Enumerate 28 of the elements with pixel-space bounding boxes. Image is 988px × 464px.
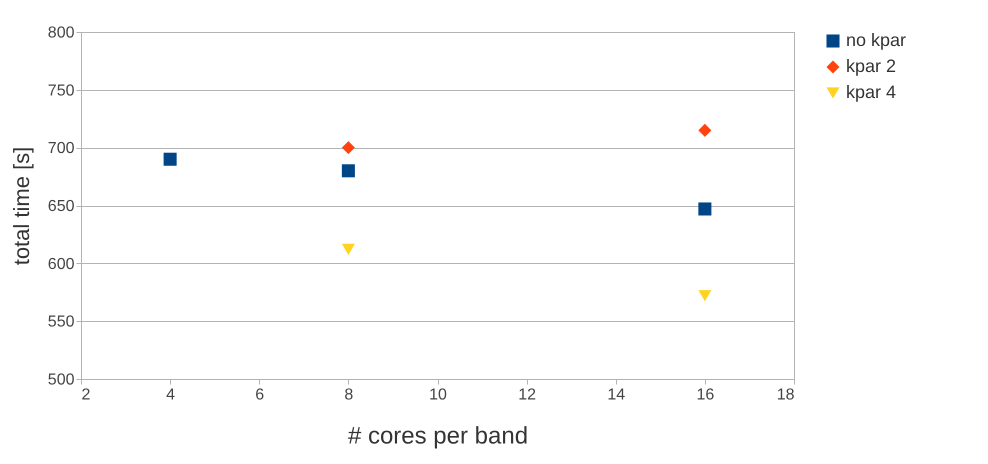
point [698, 290, 712, 302]
x-tick-label: 2 [82, 386, 90, 404]
y-tick-label: 600 [48, 256, 75, 273]
y-tick-label: 550 [48, 314, 75, 331]
y-axis-title: total time [s] [8, 146, 34, 266]
point [698, 124, 712, 137]
x-tick-label: 12 [518, 386, 536, 404]
y-tick-label: 700 [48, 140, 75, 158]
legend-label: kpar 2 [846, 56, 896, 76]
point [342, 244, 355, 256]
x-tick-label: 4 [166, 386, 176, 404]
point [342, 141, 355, 154]
point [698, 202, 712, 216]
x-axis-title: # cores per band [348, 422, 528, 450]
x-tick-label: 10 [429, 386, 447, 404]
point [342, 164, 355, 178]
x-tick-label: 18 [776, 386, 795, 404]
x-tick-label: 8 [344, 386, 354, 404]
y-tick-label: 800 [48, 24, 75, 42]
y-tick-label: 650 [48, 198, 75, 215]
y-tick-label: 750 [48, 82, 75, 100]
x-tick-label: 16 [696, 386, 714, 404]
x-tick-label: 6 [255, 386, 264, 404]
y-tick-label: 500 [48, 372, 75, 388]
point [164, 152, 177, 166]
x-tick-label: 14 [607, 386, 626, 404]
legend-label: no kpar [846, 30, 906, 50]
legend-label: kpar 4 [846, 82, 896, 102]
